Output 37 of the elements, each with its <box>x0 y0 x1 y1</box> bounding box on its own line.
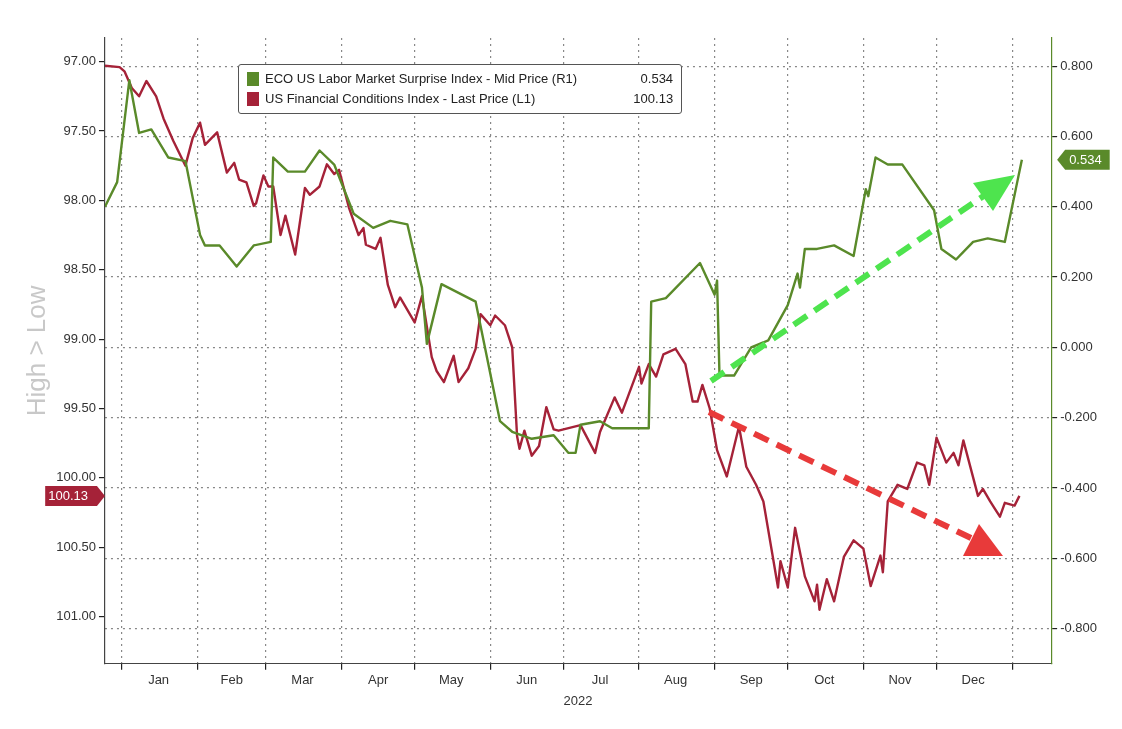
y-tick-label: 99.50 <box>63 400 96 416</box>
y2-tick-label: 0.400 <box>1060 198 1093 214</box>
y2-tick-label: -0.800 <box>1060 620 1098 636</box>
x-tick-label: Aug <box>664 672 688 688</box>
y2-tick-label: -0.400 <box>1060 479 1098 495</box>
y-tick-label: 101.00 <box>56 608 96 624</box>
x-tick-label: Jan <box>148 672 170 688</box>
legend-label: US Financial Conditions Index - Last Price (L1) <box>265 90 537 108</box>
x-tick-label: Jun <box>516 672 538 688</box>
y2-tick-label: -0.600 <box>1060 549 1098 565</box>
y-tick-label: 100.50 <box>56 538 96 554</box>
text: 100.13 <box>48 488 88 504</box>
y2-tick-label: -0.200 <box>1060 409 1098 425</box>
y-tick-label: 98.00 <box>63 191 96 207</box>
y2-tick-label: 0.200 <box>1060 268 1093 284</box>
legend-label: ECO US Labor Market Surprise Index - Mid Price (R1) <box>265 70 578 88</box>
x-tick-label: Mar <box>291 672 315 688</box>
x-tick-label: Feb <box>220 672 243 688</box>
x-tick-label: Nov <box>888 672 912 688</box>
y-tick-label: 97.00 <box>63 53 96 69</box>
x-tick-label: Jul <box>591 672 609 688</box>
annotation: 0.534 <box>639 70 674 88</box>
text: 0.534 <box>1069 152 1102 168</box>
x-tick-label: May <box>438 672 465 688</box>
y-tick-label: 97.50 <box>63 122 96 138</box>
y2-tick-label: 0.000 <box>1060 338 1093 354</box>
x-tick-label: Sep <box>739 672 763 688</box>
x-tick-label: Apr <box>367 672 389 688</box>
x-tick-label: Oct <box>814 672 835 688</box>
y-tick-label: 99.00 <box>63 330 96 346</box>
y-tick-label: 98.50 <box>63 261 96 277</box>
y2-tick-label: 0.800 <box>1060 57 1093 73</box>
annotation: 100.13 <box>632 90 674 108</box>
y-tick-label: 100.00 <box>56 469 96 485</box>
x-axis-title: 2022 <box>563 692 593 708</box>
x-tick-label: Dec <box>961 672 986 688</box>
y2-tick-label: 0.600 <box>1060 128 1093 144</box>
